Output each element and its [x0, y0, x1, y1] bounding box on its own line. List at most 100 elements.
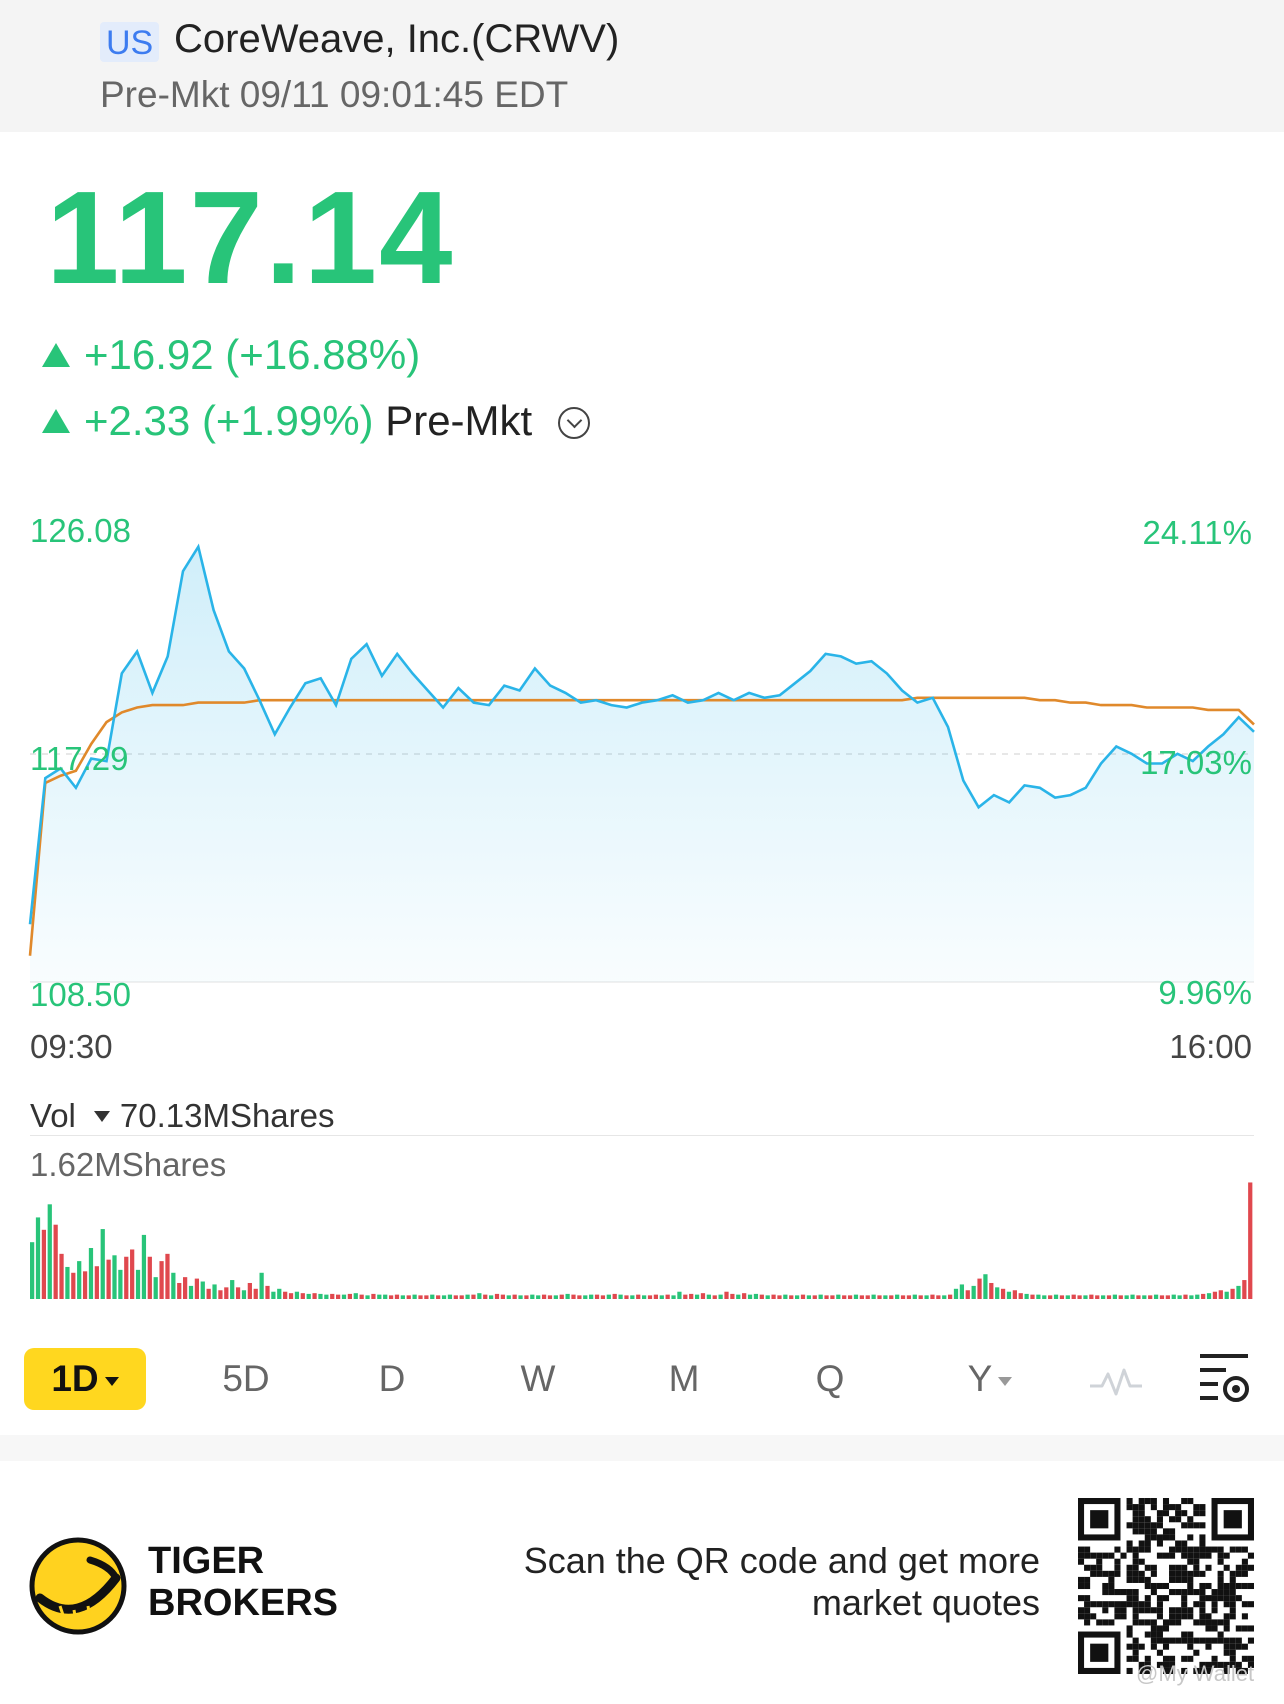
qr-module	[1169, 1576, 1176, 1583]
qr-module	[1162, 1582, 1170, 1590]
qr-module	[1193, 1667, 1200, 1674]
qr-module	[1156, 1649, 1163, 1656]
volume-bar	[212, 1284, 217, 1299]
qr-module	[1205, 1552, 1212, 1559]
qr-module	[1199, 1595, 1206, 1602]
volume-bar	[718, 1294, 723, 1299]
pct-axis-prev-close-label: 17.03%	[1140, 744, 1252, 781]
qr-module	[1187, 1607, 1194, 1614]
volume-bar	[1042, 1295, 1047, 1299]
volume-bar	[430, 1294, 435, 1299]
qr-module	[1084, 1613, 1091, 1620]
volume-bar	[836, 1294, 841, 1299]
qr-module	[1132, 1601, 1139, 1608]
qr-module	[1241, 1625, 1248, 1632]
qr-module	[1211, 1595, 1218, 1602]
qr-module	[1241, 1613, 1248, 1620]
volume-bar	[1171, 1294, 1176, 1299]
qr-module	[1241, 1558, 1248, 1565]
qr-module	[1205, 1613, 1212, 1620]
volume-bar	[200, 1281, 205, 1299]
intraday-price-chart[interactable]	[0, 520, 1284, 1020]
qr-module	[1144, 1631, 1151, 1638]
volume-bar	[318, 1293, 323, 1299]
volume-bar	[900, 1295, 906, 1299]
qr-module	[1078, 1607, 1085, 1614]
qr-module	[1235, 1667, 1242, 1674]
qr-module	[1150, 1528, 1157, 1535]
tab-1d[interactable]: 1D	[24, 1348, 146, 1410]
qr-module	[1199, 1607, 1206, 1614]
qr-module	[1144, 1516, 1151, 1523]
qr-module	[1150, 1589, 1157, 1596]
qr-module	[1223, 1637, 1230, 1644]
tab-day[interactable]: D	[378, 1358, 406, 1399]
qr-module	[1132, 1649, 1139, 1656]
qr-module	[1187, 1570, 1194, 1577]
qr-module	[1193, 1510, 1200, 1517]
qr-module	[1156, 1516, 1163, 1523]
volume-bar	[795, 1295, 800, 1299]
premarket-change[interactable]: +2.33 (+1.99%) Pre-Mkt	[42, 396, 590, 446]
volume-total: 70.13MShares	[119, 1097, 335, 1134]
tab-year[interactable]: Y	[948, 1348, 1032, 1410]
qr-module	[1181, 1552, 1188, 1559]
qr-module	[1096, 1601, 1103, 1608]
x-axis-end-label: 16:00	[1169, 1028, 1252, 1065]
qr-code-icon[interactable]	[1078, 1498, 1254, 1674]
qr-module	[1132, 1619, 1139, 1626]
volume-bar	[147, 1256, 152, 1299]
volume-bar	[171, 1272, 176, 1299]
qr-module	[1199, 1540, 1206, 1547]
volume-label: Vol	[30, 1097, 76, 1134]
qr-module	[1199, 1570, 1206, 1577]
volume-bar	[477, 1293, 482, 1299]
pulse-line-icon[interactable]	[1088, 1356, 1144, 1402]
volume-bar	[530, 1294, 535, 1299]
qr-module	[1199, 1589, 1206, 1596]
qr-module	[1084, 1552, 1091, 1559]
volume-bar	[1118, 1295, 1123, 1299]
volume-bar	[594, 1294, 600, 1299]
tab-week[interactable]: W	[520, 1358, 556, 1399]
qr-module	[1138, 1570, 1145, 1577]
volume-bar	[1036, 1294, 1041, 1299]
volume-bar	[253, 1288, 258, 1299]
qr-module	[1187, 1589, 1194, 1596]
qr-module	[1199, 1504, 1206, 1511]
volume-bar	[388, 1295, 394, 1299]
qr-module	[1223, 1564, 1230, 1571]
chevron-down-icon[interactable]	[557, 407, 590, 439]
volume-bar	[53, 1224, 58, 1299]
qr-module	[1144, 1528, 1151, 1535]
tab-month[interactable]: M	[668, 1358, 700, 1399]
day-change-value: +16.92 (+16.88%)	[84, 331, 421, 378]
tab-quarter[interactable]: Q	[815, 1358, 845, 1399]
volume-bar	[571, 1294, 576, 1299]
qr-module	[1150, 1582, 1157, 1590]
chart-settings-icon[interactable]	[1196, 1350, 1252, 1406]
qr-module	[1144, 1595, 1151, 1602]
volume-bar	[47, 1204, 52, 1299]
volume-bar	[1012, 1290, 1017, 1299]
qr-module	[1205, 1643, 1212, 1650]
qr-module	[1126, 1631, 1133, 1638]
qr-module	[1217, 1589, 1224, 1596]
volume-bar	[265, 1285, 270, 1299]
qr-module	[1175, 1510, 1182, 1517]
qr-module	[1144, 1655, 1151, 1662]
qr-module	[1169, 1504, 1176, 1511]
qr-module	[1126, 1522, 1133, 1529]
volume-bar	[665, 1294, 670, 1299]
qr-module	[1235, 1595, 1242, 1602]
volume-bar	[1212, 1291, 1218, 1299]
volume-bar	[294, 1291, 300, 1299]
volume-header[interactable]: Vol 70.13MShares	[30, 1096, 335, 1136]
qr-module	[1199, 1534, 1206, 1541]
y-axis-high-label: 126.08	[30, 512, 131, 549]
volume-bar	[1201, 1293, 1206, 1299]
tab-5d[interactable]: 5D	[222, 1358, 270, 1399]
volume-bar	[577, 1295, 582, 1299]
qr-module	[1229, 1607, 1236, 1614]
volume-bar	[659, 1295, 664, 1299]
